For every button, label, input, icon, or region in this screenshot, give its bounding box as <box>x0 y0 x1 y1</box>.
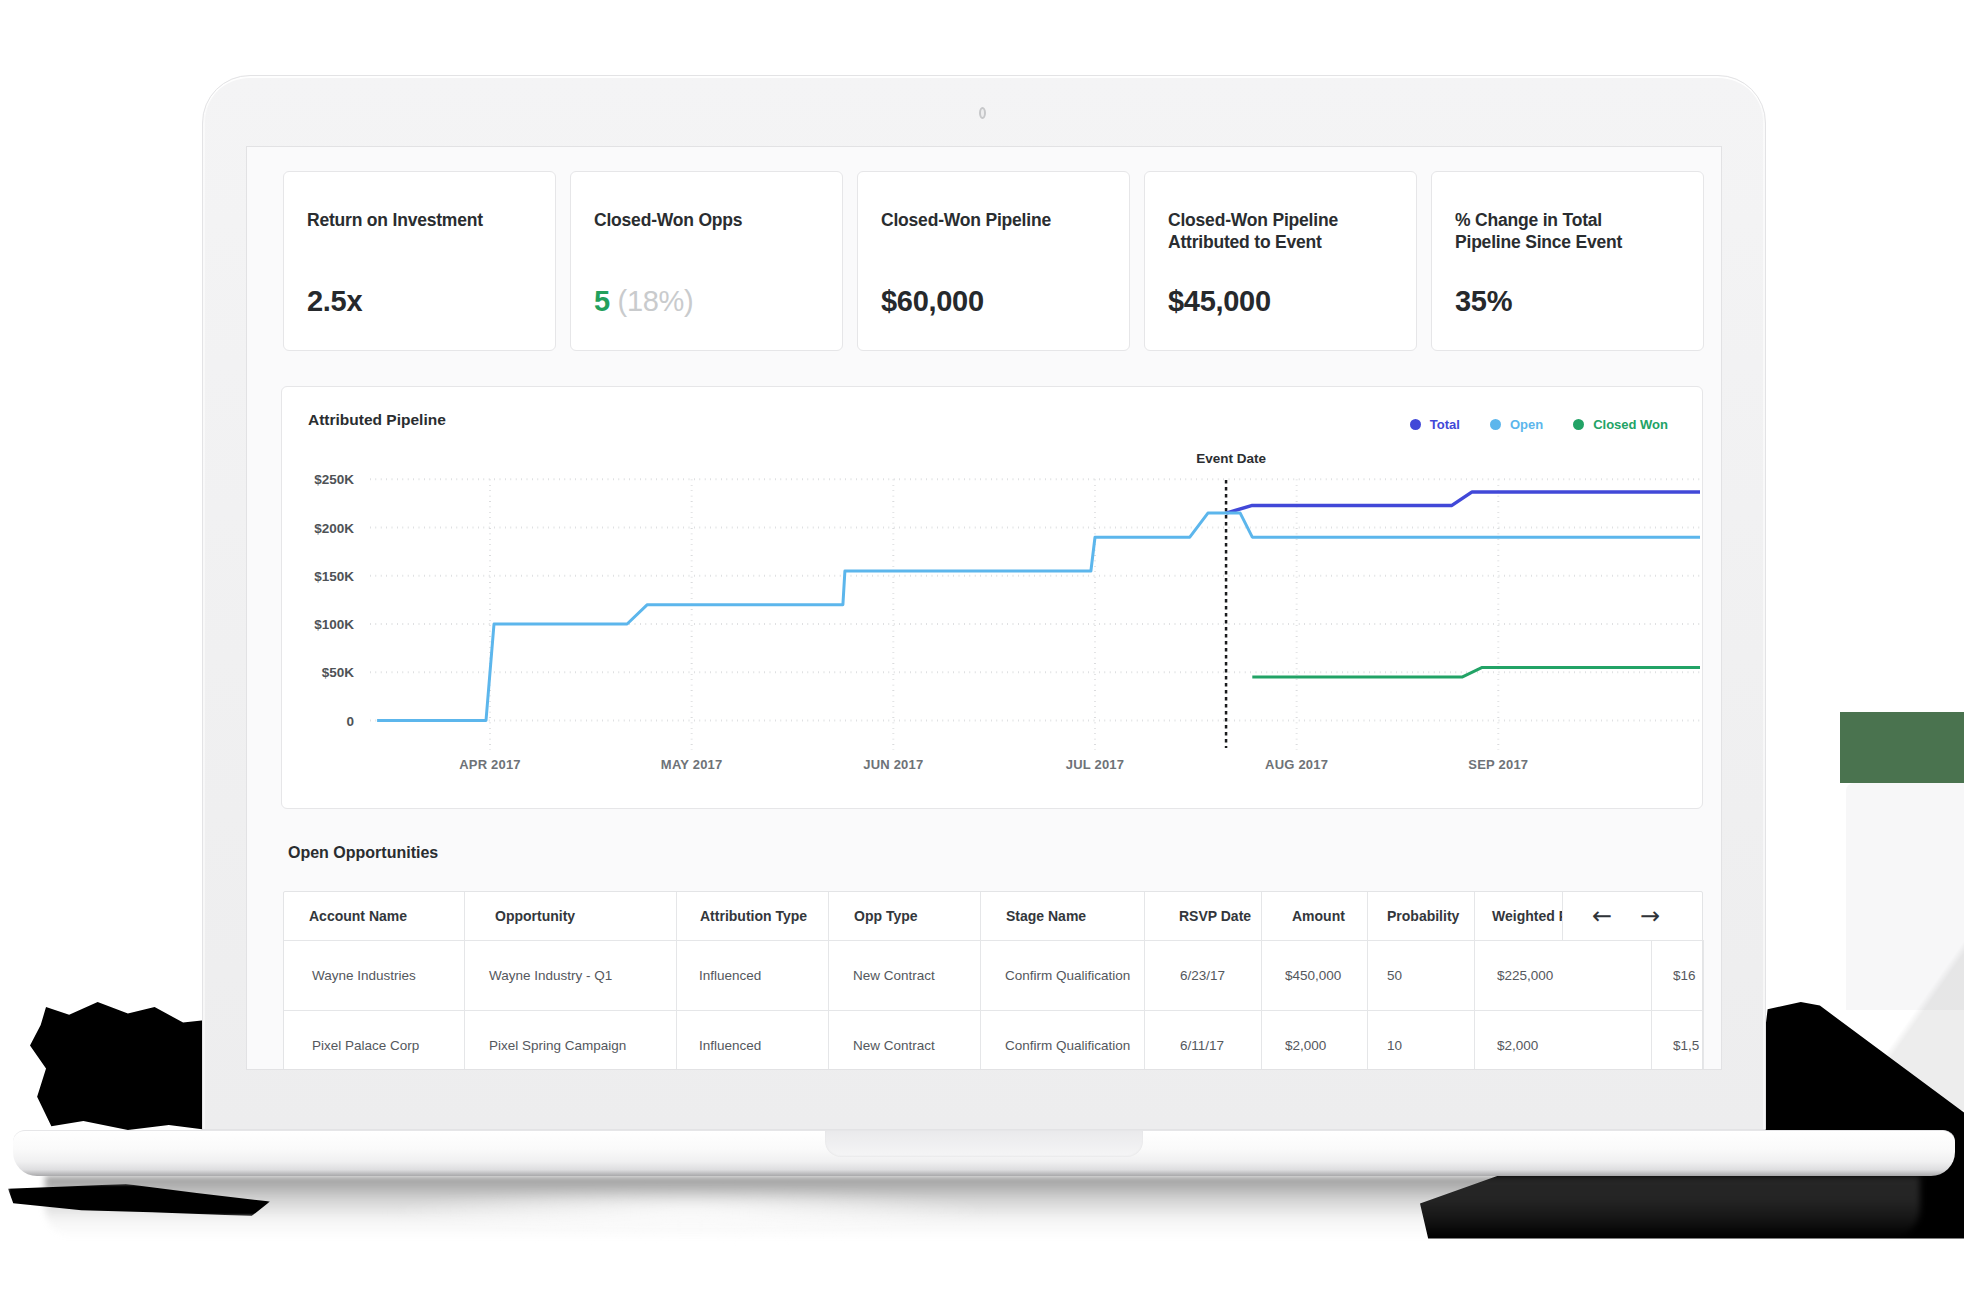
column-header-amount[interactable]: Amount <box>1262 892 1368 940</box>
table-cell: 6/11/17 <box>1145 1010 1262 1070</box>
y-axis-label: $250K <box>314 472 354 487</box>
table-cell: Pixel Spring Campaign <box>465 1010 677 1070</box>
kpi-title: % Change in Total Pipeline Since Event <box>1455 210 1663 254</box>
table-cell: Influenced <box>677 940 829 1010</box>
column-header-rsvp-date[interactable]: RSVP Date <box>1145 892 1262 940</box>
series-total <box>1226 492 1700 513</box>
kpi-title: Return on Investment <box>307 210 515 232</box>
series-closed-won <box>1252 667 1700 677</box>
kpi-title: Closed-Won Opps <box>594 210 802 232</box>
table-cell: New Contract <box>829 940 981 1010</box>
x-axis-label: JUN 2017 <box>863 757 923 772</box>
kpi-value: 2.5x <box>307 285 362 318</box>
column-header-opportunity[interactable]: Opportunity <box>465 892 677 940</box>
table-cell: Wayne Industries <box>284 940 465 1010</box>
table-cell: Wayne Industry - Q1 <box>465 940 677 1010</box>
table-cell: 10 <box>1368 1010 1475 1070</box>
table-cell: $450,000 <box>1262 940 1368 1010</box>
x-axis-label: SEP 2017 <box>1468 757 1528 772</box>
kpi-card: Closed-Won Pipeline Attributed to Event $… <box>1144 171 1417 351</box>
column-header-weighted-p[interactable]: Weighted P <box>1475 892 1563 940</box>
pager-right-arrow-icon[interactable]: → <box>1640 902 1660 930</box>
column-header-attribution-type[interactable]: Attribution Type <box>677 892 829 940</box>
series-open <box>377 513 1700 720</box>
table-cell: 6/23/17 <box>1145 940 1262 1010</box>
laptop-base-notch <box>825 1131 1143 1157</box>
pipeline-line-chart: $250K $200K $150K $100K $50K 0 APR 2017 MAY 201… <box>282 387 1702 808</box>
table-cell: $16 <box>1652 940 1704 1010</box>
laptop-screen: Return on Investment 2.5x Closed-Won Opps 5… <box>246 146 1722 1070</box>
x-axis-label: APR 2017 <box>459 757 521 772</box>
open-opportunities-table: Account NameOpportunityAttribution TypeO… <box>283 891 1703 1070</box>
y-axis-label: $50K <box>322 665 355 680</box>
table-cell: 50 <box>1368 940 1475 1010</box>
shadow-smudge-left <box>30 1002 208 1130</box>
table-cell: Confirm Qualification <box>981 1010 1145 1070</box>
column-header-account-name[interactable]: Account Name <box>284 892 465 940</box>
table-cell: Influenced <box>677 1010 829 1070</box>
y-axis-label: 0 <box>346 714 354 729</box>
kpi-value: $45,000 <box>1168 285 1271 318</box>
event-date-label: Event Date <box>1196 451 1266 466</box>
table-cell: $2,000 <box>1262 1010 1368 1070</box>
table-pager: ←→ <box>1592 892 1660 940</box>
laptop-camera <box>979 107 986 119</box>
column-header-probability[interactable]: Probability <box>1368 892 1475 940</box>
kpi-card: Closed-Won Pipeline $60,000 <box>857 171 1130 351</box>
table-cell: $225,000 <box>1475 940 1652 1010</box>
pager-left-arrow-icon[interactable]: ← <box>1592 902 1612 930</box>
kpi-title: Closed-Won Pipeline Attributed to Event <box>1168 210 1376 254</box>
kpi-card: Return on Investment 2.5x <box>283 171 556 351</box>
table-cell: $2,000 <box>1475 1010 1652 1070</box>
column-header-opp-type[interactable]: Opp Type <box>829 892 981 940</box>
table-title: Open Opportunities <box>288 844 438 862</box>
table-cell: New Contract <box>829 1010 981 1070</box>
laptop-shadow-highlight <box>380 1190 1000 1236</box>
attributed-pipeline-card: Attributed Pipeline TotalOpenClosed Won … <box>281 386 1703 809</box>
x-axis-label: JUL 2017 <box>1066 757 1124 772</box>
table-cell: Confirm Qualification <box>981 940 1145 1010</box>
x-axis-label: AUG 2017 <box>1265 757 1328 772</box>
y-axis-label: $200K <box>314 521 354 536</box>
kpi-title: Closed-Won Pipeline <box>881 210 1089 232</box>
x-axis-label: MAY 2017 <box>661 757 723 772</box>
kpi-value: $60,000 <box>881 285 984 318</box>
background-green-block <box>1840 712 1964 783</box>
table-cell: Pixel Palace Corp <box>284 1010 465 1070</box>
y-axis-label: $100K <box>314 617 354 632</box>
column-header-stage-name[interactable]: Stage Name <box>981 892 1145 940</box>
kpi-value: 5 (18%) <box>594 285 693 318</box>
kpi-card: % Change in Total Pipeline Since Event 35… <box>1431 171 1704 351</box>
kpi-card: Closed-Won Opps 5 (18%) <box>570 171 843 351</box>
kpi-value: 35% <box>1455 285 1512 318</box>
y-axis-label: $150K <box>314 569 354 584</box>
table-cell: $1,5 <box>1652 1010 1704 1070</box>
